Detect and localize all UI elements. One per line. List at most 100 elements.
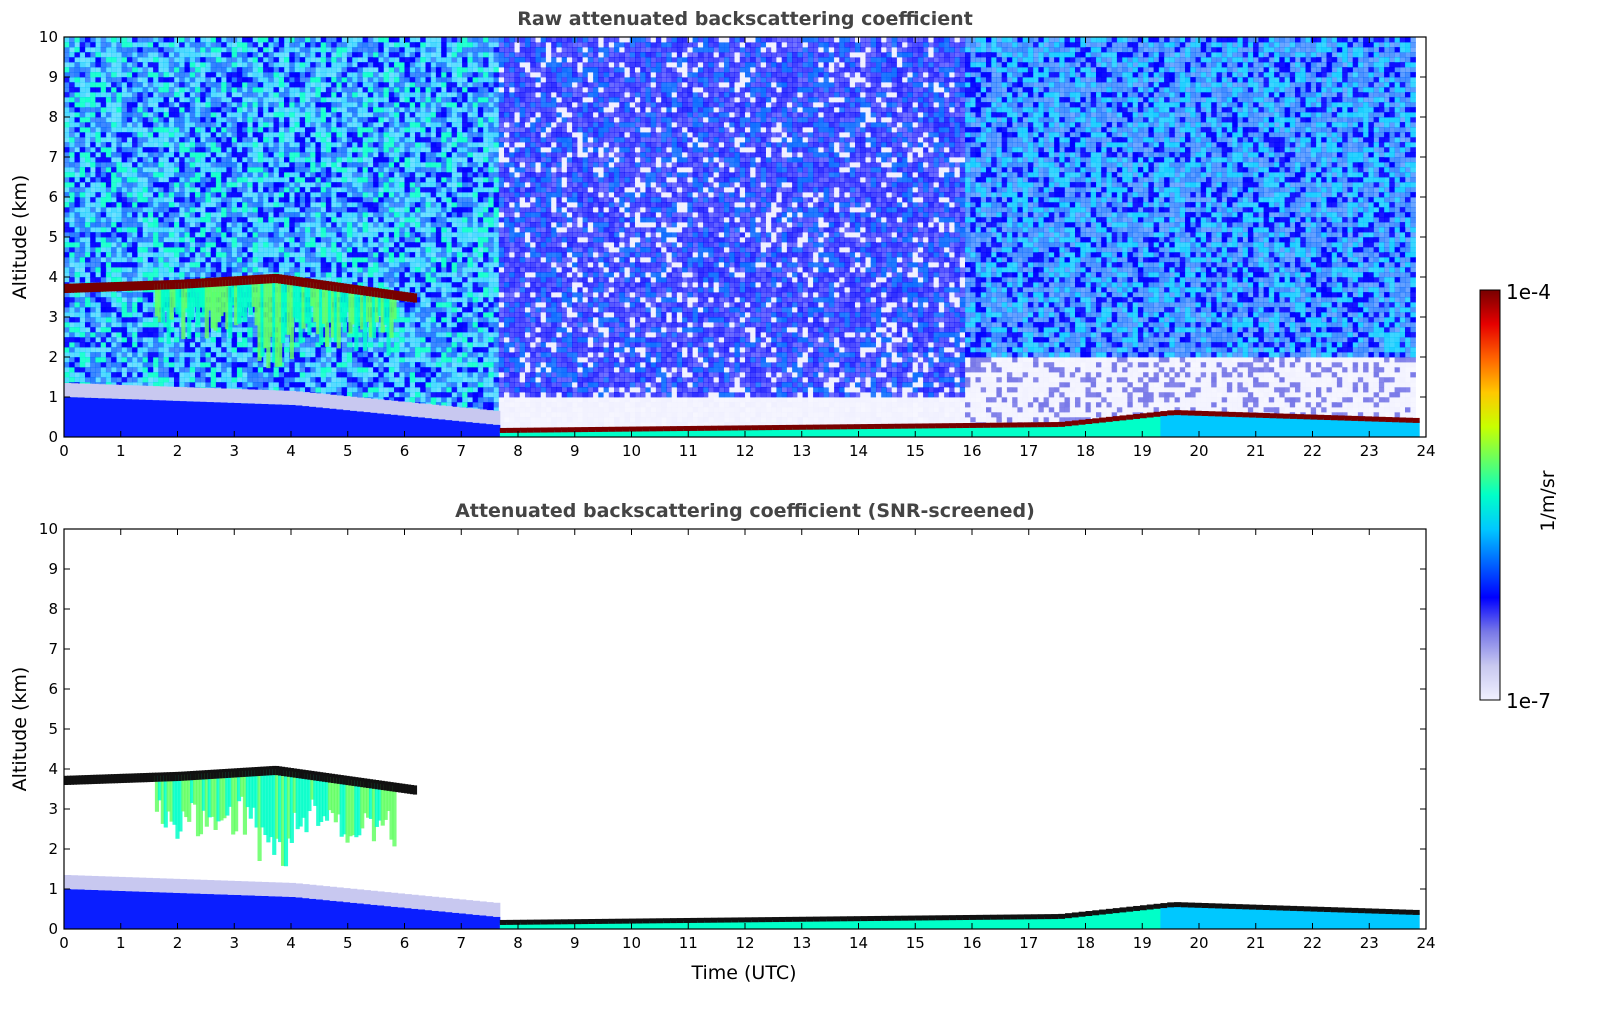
noise-cell — [242, 342, 248, 347]
noise-cell — [132, 147, 138, 152]
noise-cell — [216, 47, 222, 52]
noise-cell — [300, 202, 306, 207]
noise-cell — [111, 47, 117, 52]
noise-cell — [158, 232, 164, 237]
noise-cell — [289, 97, 295, 102]
noise-cell — [326, 137, 332, 142]
noise-cell — [137, 97, 143, 102]
noise-cell — [232, 192, 238, 197]
noise-cell — [336, 172, 342, 177]
noise-cell — [300, 102, 306, 107]
noise-cell — [85, 177, 91, 182]
noise-cell — [373, 352, 379, 357]
noise-cell — [85, 292, 91, 297]
noise-cell — [185, 57, 191, 62]
noise-cell — [331, 342, 337, 347]
noise-cell — [80, 237, 86, 242]
noise-cell — [69, 97, 75, 102]
noise-cell — [164, 352, 170, 357]
noise-cell — [289, 157, 295, 162]
noise-cell — [357, 257, 363, 262]
noise-cell — [331, 377, 337, 382]
noise-cell — [310, 202, 316, 207]
noise-cell — [284, 357, 290, 362]
noise-cell — [95, 372, 101, 377]
noise-cell — [368, 227, 374, 232]
noise-cell — [232, 217, 238, 222]
noise-cell — [137, 362, 143, 367]
noise-cell — [242, 172, 248, 177]
noise-cell — [321, 107, 327, 112]
noise-cell — [211, 72, 217, 77]
noise-cell — [279, 242, 285, 247]
noise-cell — [127, 57, 133, 62]
noise-cell — [378, 172, 384, 177]
noise-cell — [205, 192, 211, 197]
noise-cell — [80, 67, 86, 72]
noise-cell — [122, 57, 128, 62]
noise-cell — [336, 142, 342, 147]
noise-cell — [75, 102, 81, 107]
noise-cell — [122, 317, 128, 322]
noise-cell — [200, 122, 206, 127]
noise-cell — [122, 332, 128, 337]
noise-cell — [373, 42, 379, 47]
noise-cell — [169, 242, 175, 247]
noise-cell — [95, 162, 101, 167]
noise-cell — [363, 252, 369, 257]
noise-cell — [336, 82, 342, 87]
noise-cell — [247, 372, 253, 377]
noise-cell — [226, 342, 232, 347]
noise-cell — [310, 187, 316, 192]
noise-cell — [132, 312, 138, 317]
noise-cell — [363, 367, 369, 372]
noise-cell — [80, 307, 86, 312]
noise-cell — [331, 157, 337, 162]
noise-cell — [258, 172, 264, 177]
noise-cell — [363, 102, 369, 107]
noise-cell — [195, 272, 201, 277]
noise-cell — [357, 52, 363, 57]
noise-cell — [153, 357, 159, 362]
noise-cell — [300, 152, 306, 157]
noise-cell — [158, 112, 164, 117]
noise-cell — [226, 197, 232, 202]
noise-cell — [205, 357, 211, 362]
noise-cell — [295, 262, 301, 267]
noise-cell — [216, 62, 222, 67]
noise-cell — [315, 102, 321, 107]
noise-cell — [116, 142, 122, 147]
noise-cell — [211, 252, 217, 257]
noise-cell — [75, 277, 81, 282]
noise-cell — [336, 87, 342, 92]
noise-cell — [247, 62, 253, 67]
noise-cell — [153, 332, 159, 337]
noise-cell — [253, 257, 259, 262]
noise-cell — [64, 102, 70, 107]
noise-cell — [384, 212, 390, 217]
noise-cell — [331, 187, 337, 192]
noise-cell — [368, 237, 374, 242]
noise-cell — [242, 112, 248, 117]
noise-cell — [274, 122, 280, 127]
noise-cell — [164, 367, 170, 372]
noise-cell — [357, 87, 363, 92]
noise-cell — [111, 177, 117, 182]
noise-cell — [279, 137, 285, 142]
noise-cell — [378, 252, 384, 257]
noise-cell — [95, 77, 101, 82]
noise-cell — [69, 187, 75, 192]
noise-cell — [315, 227, 321, 232]
noise-cell — [95, 122, 101, 127]
noise-cell — [101, 272, 107, 277]
noise-cell — [352, 92, 358, 97]
noise-cell — [116, 172, 122, 177]
noise-cell — [185, 62, 191, 67]
noise-cell — [274, 97, 280, 102]
noise-cell — [122, 237, 128, 242]
noise-cell — [295, 77, 301, 82]
noise-cell — [127, 367, 133, 372]
noise-cell — [174, 182, 180, 187]
noise-cell — [321, 122, 327, 127]
noise-cell — [85, 102, 91, 107]
